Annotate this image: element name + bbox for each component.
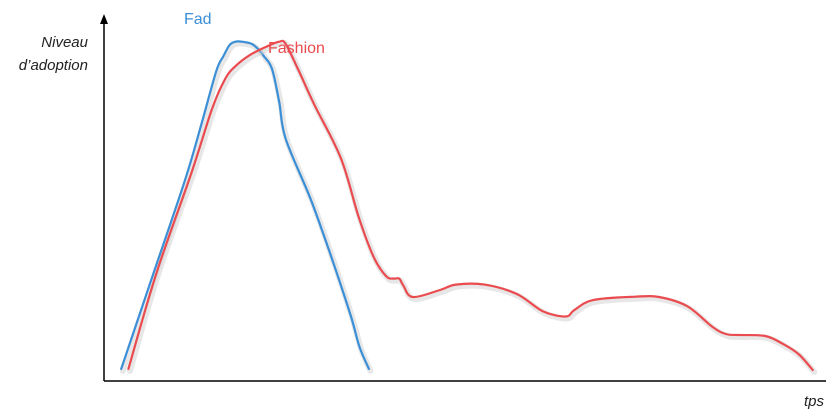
axes: [100, 14, 826, 382]
series-shadow-fashion: [126, 39, 818, 375]
y-axis-arrow: [100, 14, 108, 24]
x-axis-label: tps: [804, 393, 825, 410]
series-lines: [119, 39, 818, 375]
y-axis-label-line-1: Niveau: [41, 34, 88, 51]
series-shadow-fad: [119, 40, 374, 374]
series-label-fad: Fad: [184, 11, 212, 28]
chart-labels: Niveau d’adoption tps Fad Fashion: [19, 11, 825, 410]
series-line-fashion: [127, 39, 814, 372]
series-line-fad: [120, 40, 370, 370]
series-label-fashion: Fashion: [268, 40, 325, 57]
y-axis-label-line-2: d’adoption: [19, 57, 88, 74]
